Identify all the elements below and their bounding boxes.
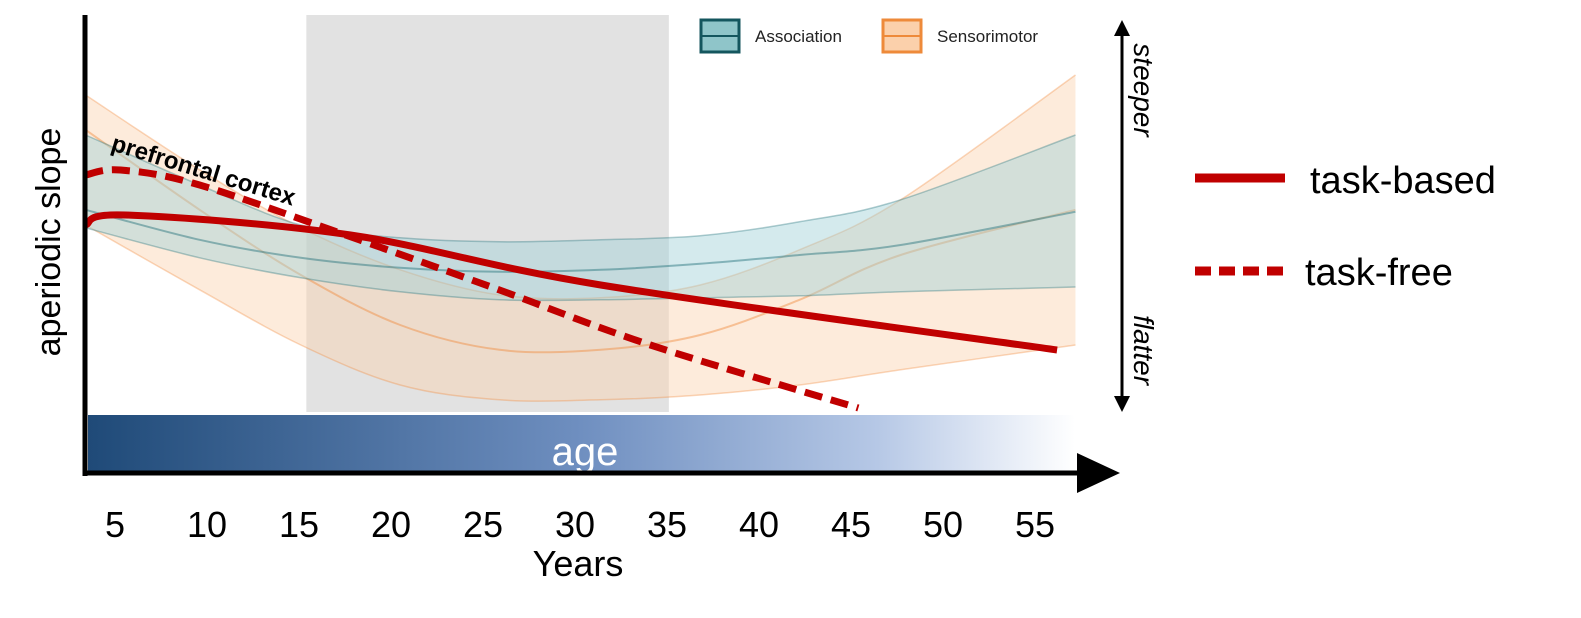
x-tick-label: 5	[105, 504, 125, 545]
association-lower-bound	[85, 227, 1076, 302]
association-upper-bound	[85, 134, 1076, 243]
x-tick-label: 10	[187, 504, 227, 545]
legend-label-sensorimotor: Sensorimotor	[937, 27, 1038, 46]
age-label: age	[552, 430, 619, 474]
task-based-line	[84, 211, 1058, 354]
x-axis-label: Years	[533, 543, 624, 584]
association-mean-line	[85, 208, 1076, 273]
x-tick-label: 20	[371, 504, 411, 545]
x-tick-label: 55	[1015, 504, 1055, 545]
task-free-line	[84, 166, 860, 412]
legend-top: Association Sensorimotor	[699, 18, 1038, 54]
x-tick-label: 45	[831, 504, 871, 545]
sensorimotor-mean-line	[84, 128, 1076, 354]
steeper-label: steeper	[1128, 43, 1159, 138]
x-tick-label: 25	[463, 504, 503, 545]
x-tick-label: 40	[739, 504, 779, 545]
legend-right: task-based task-free	[1195, 160, 1496, 294]
x-tick-label: 15	[279, 504, 319, 545]
x-axis-arrowhead	[1077, 453, 1120, 493]
age-gradient-bar	[88, 415, 1075, 471]
x-tick-label: 50	[923, 504, 963, 545]
x-tick-label: 35	[647, 504, 687, 545]
association-confidence-band	[85, 135, 1076, 301]
y-axis-label: aperiodic slope	[30, 128, 68, 357]
legend-label-association: Association	[755, 27, 842, 46]
legend-item-sensorimotor: Sensorimotor	[881, 18, 1038, 54]
legend-label-task-based: task-based	[1310, 160, 1496, 202]
sensorimotor-lower-bound	[85, 224, 1076, 402]
x-tick-label: 30	[555, 504, 595, 545]
legend-label-task-free: task-free	[1305, 252, 1453, 294]
highlight-band	[306, 15, 669, 412]
flatter-label: flatter	[1128, 315, 1159, 387]
steeper-flatter-arrow	[1114, 20, 1130, 412]
legend-item-association: Association	[699, 18, 842, 54]
